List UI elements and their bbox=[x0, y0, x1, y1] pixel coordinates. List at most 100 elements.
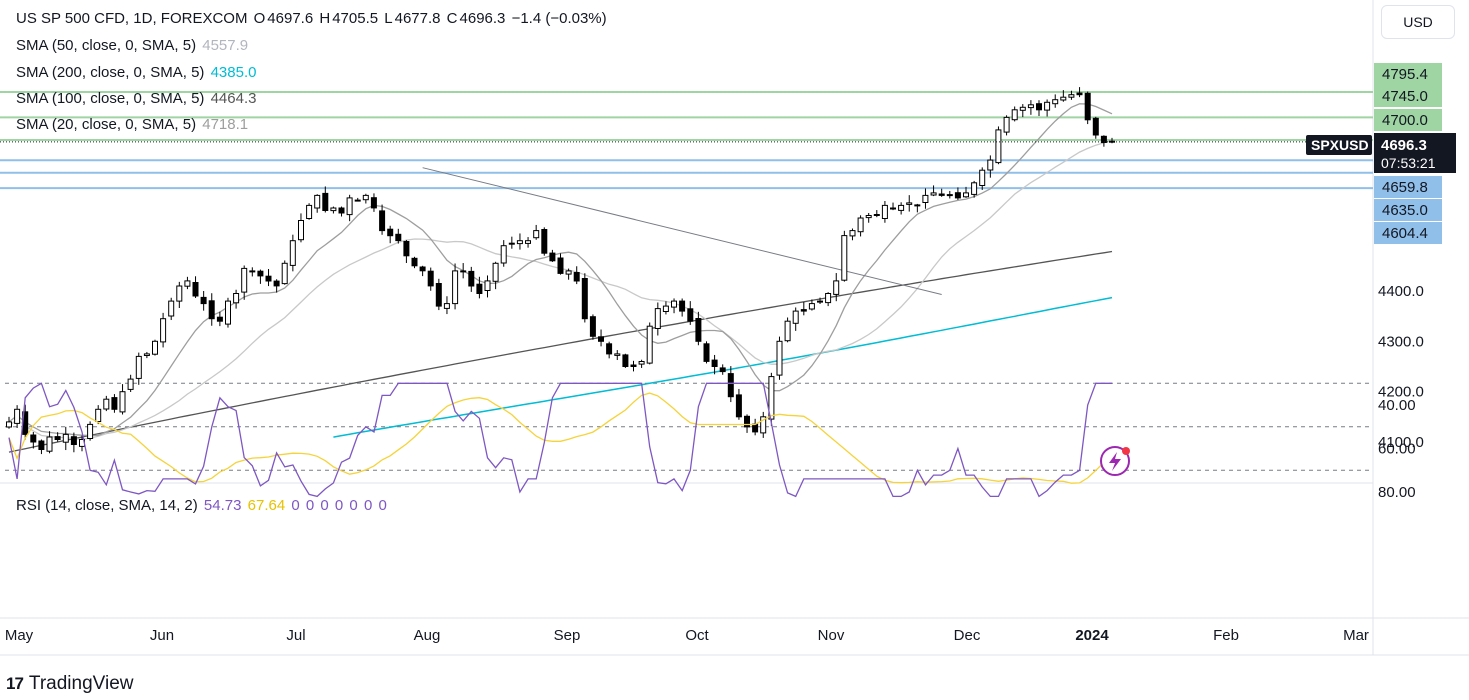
lightning-bolt-icon bbox=[1109, 452, 1121, 471]
sma100-label: SMA (100, close, 0, SMA, 5) bbox=[16, 90, 205, 107]
level-badge bbox=[1374, 85, 1442, 107]
candle-body bbox=[938, 193, 945, 196]
candle-body bbox=[679, 300, 686, 312]
candle-body bbox=[330, 207, 337, 212]
sma50-legend[interactable]: SMA (50, close, 0, SMA, 5) 4557.9 bbox=[16, 37, 250, 55]
close-value: 4696.3 bbox=[459, 10, 506, 27]
candle-body bbox=[111, 397, 118, 410]
candle-body bbox=[30, 434, 37, 443]
candle-body bbox=[646, 325, 653, 364]
tradingview-brand[interactable]: 17 TradingView bbox=[6, 672, 133, 696]
candle-body bbox=[62, 433, 69, 443]
candle-body bbox=[443, 303, 450, 309]
candle-body bbox=[833, 280, 840, 295]
candle-body bbox=[1027, 104, 1034, 109]
candle-body bbox=[1011, 109, 1018, 121]
candle-body bbox=[841, 235, 848, 281]
time-axis-label: Oct bbox=[685, 627, 709, 644]
candle-body bbox=[119, 391, 126, 413]
candle-body bbox=[492, 262, 499, 282]
time-axis-label: May bbox=[5, 627, 34, 644]
rsi-legend[interactable]: RSI (14, close, SMA, 14, 2) 54.73 67.64 … bbox=[16, 497, 389, 515]
candle-body bbox=[225, 300, 231, 325]
candle-body bbox=[865, 215, 872, 219]
candle-body bbox=[525, 240, 531, 244]
candle-body bbox=[419, 266, 426, 272]
candle-body bbox=[516, 240, 523, 245]
rsi-value: 54.73 bbox=[203, 497, 242, 514]
candle-body bbox=[598, 336, 604, 342]
level-badge bbox=[1374, 176, 1442, 198]
candle-body bbox=[468, 270, 475, 287]
candle-body bbox=[370, 197, 377, 209]
candle-body bbox=[476, 283, 483, 295]
candle-body bbox=[314, 194, 321, 209]
candle-body bbox=[662, 305, 669, 313]
change-value: −1.4 (−0.03%) bbox=[511, 10, 607, 27]
candle-body bbox=[427, 270, 434, 287]
candle-body bbox=[1084, 92, 1091, 121]
candle-body bbox=[752, 423, 759, 433]
candle-body bbox=[687, 308, 694, 322]
rsi-zero-2: 0 bbox=[305, 497, 315, 514]
price-tick-label: 4200.0 bbox=[1378, 384, 1424, 401]
candle-body bbox=[338, 207, 345, 214]
candle-body bbox=[484, 280, 491, 291]
candle-body bbox=[979, 169, 986, 186]
time-axis-label: Jun bbox=[150, 627, 174, 644]
rsi-line bbox=[8, 382, 1112, 498]
candle-body bbox=[379, 210, 386, 232]
low-value: 4677.8 bbox=[394, 10, 441, 27]
candle-body bbox=[776, 340, 783, 376]
sma200-label: SMA (200, close, 0, SMA, 5) bbox=[16, 64, 205, 81]
rsi-tick-label: 80.00 bbox=[1378, 484, 1416, 501]
candle-body bbox=[638, 361, 645, 365]
rsi-zero-4: 0 bbox=[334, 497, 344, 514]
candle-body bbox=[354, 199, 361, 202]
candle-body bbox=[403, 241, 410, 257]
level-badge-label: 4659.8 bbox=[1382, 179, 1428, 196]
candle-body bbox=[233, 293, 240, 304]
symbol-title: US SP 500 CFD, 1D, FOREXCOM bbox=[16, 10, 248, 27]
sma20-label: SMA (20, close, 0, SMA, 5) bbox=[16, 116, 197, 133]
candle-body bbox=[971, 182, 978, 195]
level-badge-label: 4795.4 bbox=[1382, 66, 1428, 83]
candle-body bbox=[1068, 94, 1075, 98]
candle-body bbox=[273, 280, 280, 287]
candle-body bbox=[216, 316, 223, 322]
sma200-legend[interactable]: SMA (200, close, 0, SMA, 5) 4385.0 bbox=[16, 64, 258, 82]
time-axis-label: Nov bbox=[818, 627, 845, 644]
candle-body bbox=[95, 408, 102, 422]
candle-body bbox=[533, 230, 540, 239]
notification-dot-icon bbox=[1122, 447, 1130, 455]
candle-body bbox=[654, 308, 661, 330]
open-value: 4697.6 bbox=[267, 10, 314, 27]
trendline bbox=[422, 167, 942, 296]
candle-body bbox=[695, 318, 702, 342]
sma50-value: 4557.9 bbox=[202, 37, 249, 54]
candle-body bbox=[176, 285, 183, 302]
sma20-legend[interactable]: SMA (20, close, 0, SMA, 5) 4718.1 bbox=[16, 116, 250, 134]
candle-body bbox=[890, 207, 896, 210]
candle-body bbox=[614, 353, 621, 356]
sma200-value: 4385.0 bbox=[210, 64, 257, 81]
candle-body bbox=[589, 316, 596, 337]
candle-body bbox=[987, 159, 994, 171]
candle-body bbox=[825, 293, 832, 304]
candle-body bbox=[1109, 140, 1115, 143]
level-badge bbox=[1374, 63, 1442, 85]
candle-body bbox=[395, 233, 402, 242]
currency-button[interactable]: USD bbox=[1381, 5, 1455, 39]
candle-body bbox=[46, 436, 53, 452]
rsi-zero-3: 0 bbox=[320, 497, 329, 514]
candle-body bbox=[622, 354, 629, 367]
rsi-zero-7: 0 bbox=[378, 497, 387, 514]
candle-body bbox=[1052, 99, 1059, 105]
candle-body bbox=[735, 394, 742, 418]
candle-body bbox=[784, 320, 791, 342]
last-price-label: 4696.3 bbox=[1381, 137, 1427, 154]
candle-body bbox=[1060, 96, 1067, 101]
sma100-legend[interactable]: SMA (100, close, 0, SMA, 5) 4464.3 bbox=[16, 90, 258, 108]
candle-body bbox=[768, 376, 775, 420]
